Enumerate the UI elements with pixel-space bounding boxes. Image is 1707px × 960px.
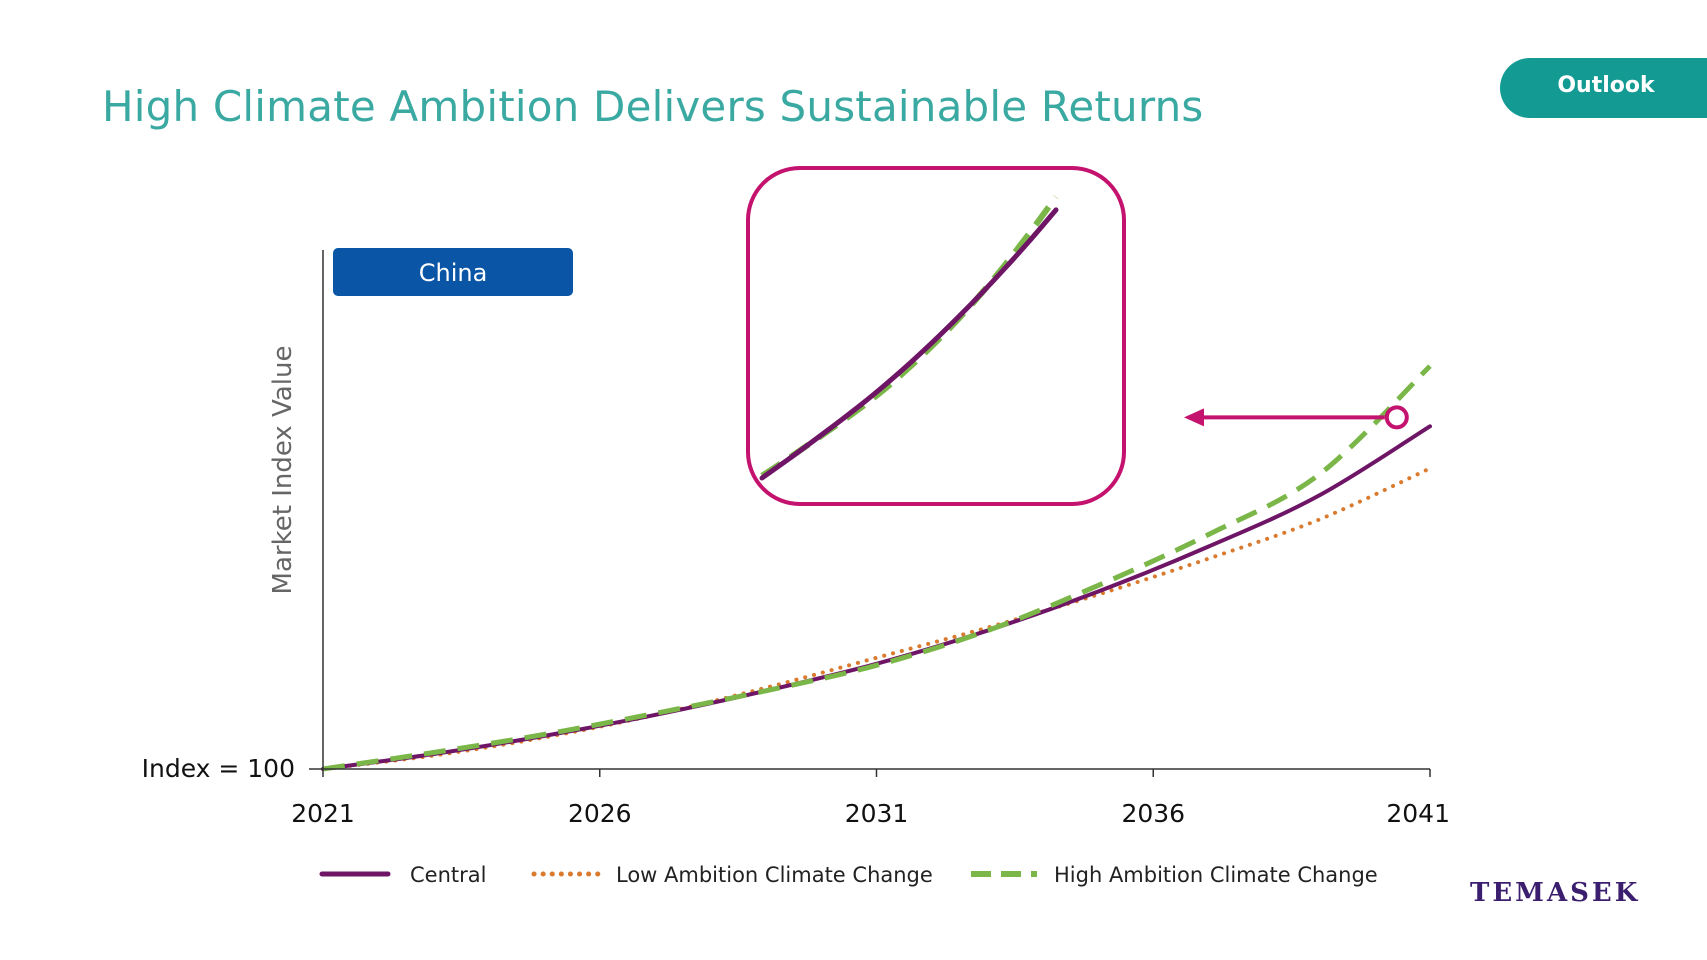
temasek-logo: TEMASEK — [1470, 878, 1641, 908]
callout: China — [333, 248, 1409, 430]
page-title: High Climate Ambition Delivers Sustainab… — [102, 82, 1204, 131]
x-tick-label-2041: 2041 — [1386, 799, 1450, 828]
region-tag — [333, 248, 573, 296]
zoom-inset — [746, 166, 1126, 506]
zoom-frame — [746, 166, 1126, 506]
x-tick-label-2036: 2036 — [1121, 799, 1185, 828]
y-base-label: Index = 100 — [142, 754, 295, 783]
outlook-badge-label: Outlook — [1557, 73, 1655, 98]
legend-label-low: Low Ambition Climate Change — [616, 863, 933, 887]
plot-area — [321, 364, 1432, 772]
series-line-central — [321, 424, 1432, 771]
legend: Central Low Ambition Climate Change High A… — [319, 863, 1378, 887]
callout-marker — [1384, 405, 1409, 430]
y-axis-label: Market Index Value — [268, 346, 298, 595]
zoom-series-high — [760, 195, 1059, 479]
x-tick-label-2031: 2031 — [845, 799, 909, 828]
legend-label-central: Central — [410, 863, 486, 887]
axes: Index = 100 Market Index Value 2021 2026 203… — [142, 250, 1450, 828]
x-tick-label-2021: 2021 — [291, 799, 355, 828]
outlook-badge — [1500, 58, 1707, 118]
callout-arrowhead — [1184, 408, 1204, 427]
region-tag-label: China — [419, 259, 488, 287]
series-line-high — [322, 364, 1432, 772]
x-tick-label-2026: 2026 — [568, 799, 632, 828]
legend-label-high: High Ambition Climate Change — [1054, 863, 1378, 887]
series-line-low — [321, 466, 1432, 771]
zoom-series-central — [759, 207, 1059, 481]
